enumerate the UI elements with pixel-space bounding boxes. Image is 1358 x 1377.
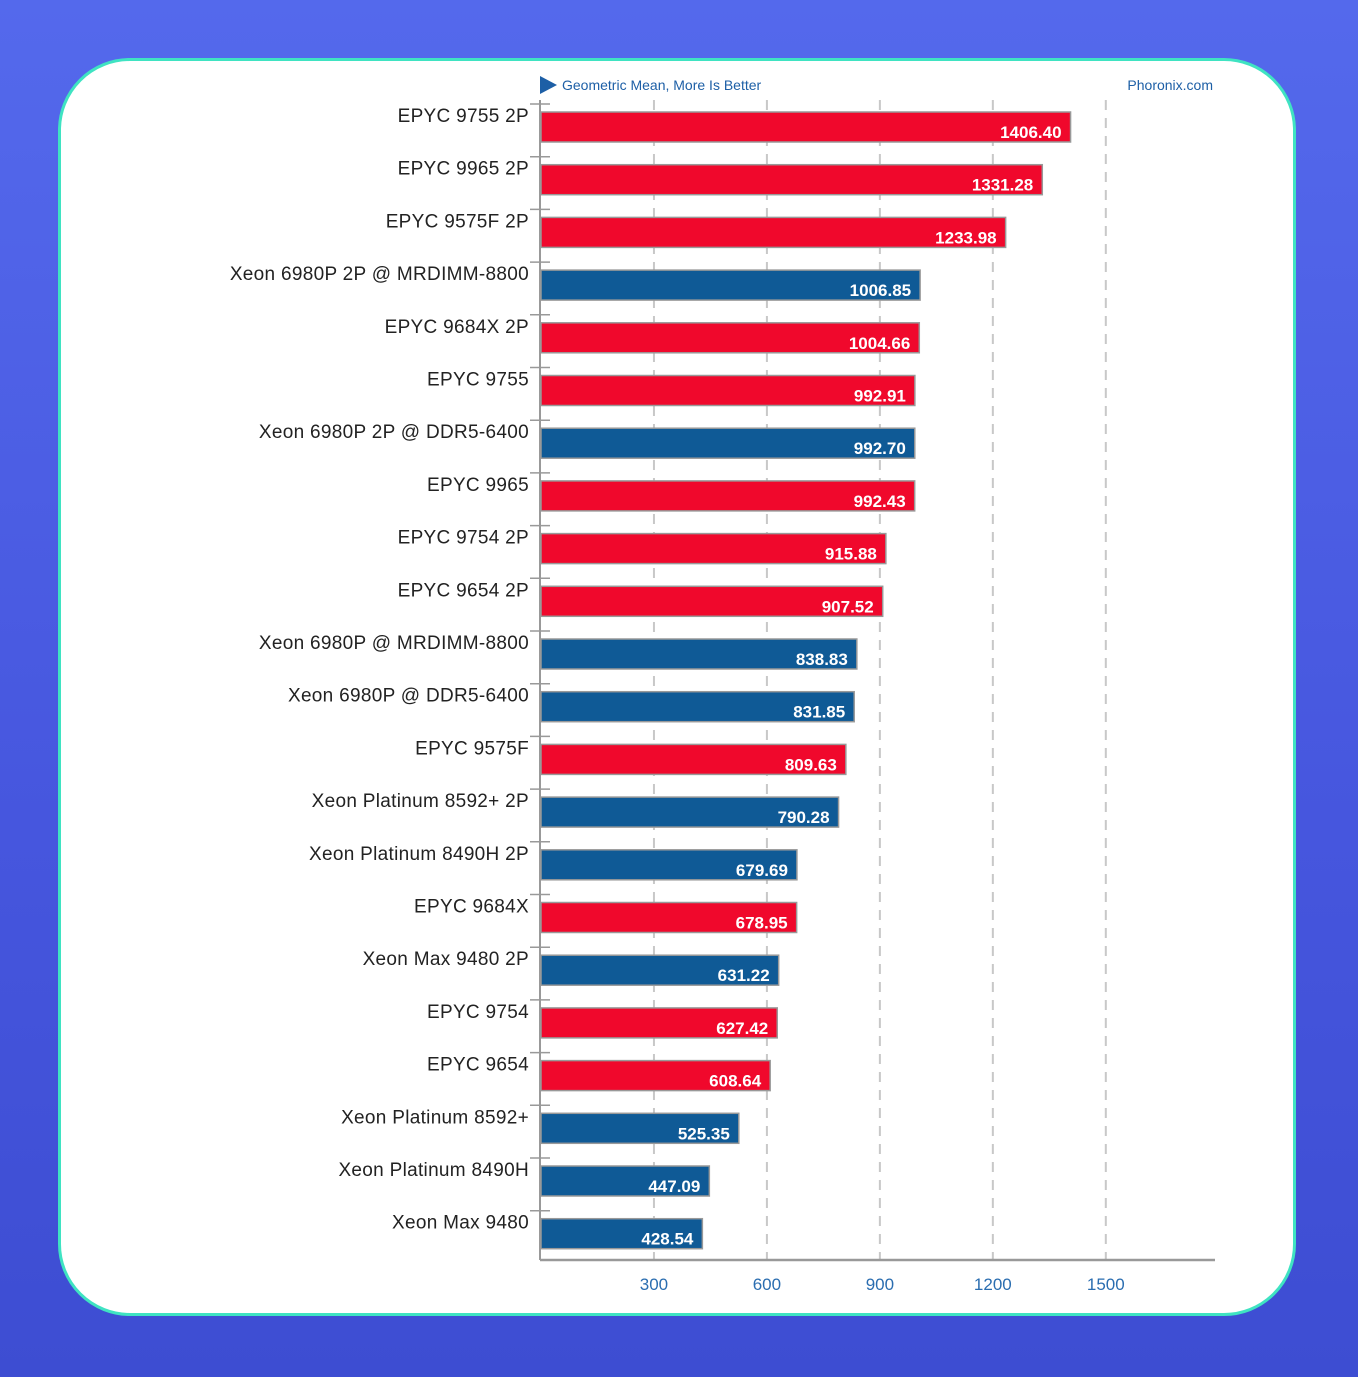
bar-value-label: 915.88 — [825, 545, 877, 564]
x-tick-label: 1500 — [1087, 1275, 1125, 1294]
bar — [540, 374, 916, 407]
bar — [540, 269, 921, 301]
bar-value-label: 907.52 — [822, 597, 874, 616]
play-triangle-icon — [540, 76, 557, 94]
category-label: EPYC 9654 — [427, 1055, 529, 1076]
bar-value-label: 809.63 — [785, 755, 837, 774]
category-label: EPYC 9755 — [427, 370, 529, 391]
bar-value-label: 992.43 — [854, 492, 906, 511]
category-label: Xeon Platinum 8592+ 2P — [312, 791, 529, 812]
category-label: EPYC 9684X 2P — [385, 317, 529, 338]
bar-value-label: 838.83 — [796, 650, 848, 669]
category-label: Xeon Platinum 8490H — [338, 1160, 529, 1181]
category-label: Xeon 6980P @ MRDIMM-8800 — [259, 633, 529, 654]
bar-value-label: 992.70 — [854, 439, 906, 458]
category-label: EPYC 9575F — [415, 738, 529, 759]
bar — [540, 427, 916, 459]
category-label: EPYC 9684X — [414, 897, 529, 918]
category-label: Xeon 6980P 2P @ DDR5-6400 — [259, 422, 529, 443]
chart-subtitle: Geometric Mean, More Is Better — [562, 77, 762, 93]
bar-value-label: 992.91 — [854, 387, 906, 406]
bar — [540, 111, 1072, 143]
bar-value-label: 1406.40 — [1000, 123, 1061, 142]
watermark: Phoronix.com — [1127, 77, 1213, 93]
bar-value-label: 447.09 — [648, 1177, 700, 1196]
bar — [540, 849, 798, 881]
bar — [540, 585, 884, 618]
category-label: EPYC 9654 2P — [398, 580, 529, 601]
bar-value-label: 679.69 — [736, 861, 788, 880]
category-label: EPYC 9965 2P — [398, 159, 529, 180]
x-tick-label: 1200 — [974, 1275, 1012, 1294]
bar-value-label: 678.95 — [736, 914, 788, 933]
bar-value-label: 627.42 — [716, 1019, 768, 1038]
category-label: Xeon Platinum 8490H 2P — [309, 844, 529, 865]
bar — [540, 216, 1007, 249]
bar-value-label: 1331.28 — [972, 176, 1033, 195]
category-label: Xeon 6980P @ DDR5-6400 — [288, 686, 529, 707]
bar-value-label: 1006.85 — [850, 281, 911, 300]
x-tick-label: 900 — [866, 1275, 894, 1294]
category-label: Xeon Platinum 8592+ — [341, 1107, 529, 1128]
bar — [540, 163, 1044, 196]
x-tick-label: 300 — [640, 1275, 668, 1294]
category-label: Xeon Max 9480 — [392, 1213, 529, 1234]
bar-value-label: 790.28 — [778, 808, 830, 827]
chart-card — [58, 58, 1296, 1316]
bar-value-label: 1004.66 — [849, 334, 910, 353]
bar — [540, 322, 921, 354]
bar-value-label: 525.35 — [678, 1124, 730, 1143]
bar — [540, 532, 887, 565]
category-label: EPYC 9755 2P — [398, 106, 529, 127]
category-label: Xeon Max 9480 2P — [363, 949, 529, 970]
bar-value-label: 631.22 — [718, 966, 770, 985]
category-label: EPYC 9575F 2P — [386, 211, 529, 232]
category-label: EPYC 9754 2P — [398, 528, 529, 549]
bar-value-label: 1233.98 — [935, 228, 996, 247]
bar — [540, 796, 840, 828]
bar — [540, 480, 916, 512]
bar — [540, 638, 858, 670]
bar — [540, 1112, 740, 1145]
bar-value-label: 428.54 — [641, 1230, 694, 1249]
category-label: EPYC 9965 — [427, 475, 529, 496]
category-label: EPYC 9754 — [427, 1002, 529, 1023]
bar-value-label: 608.64 — [709, 1072, 762, 1091]
category-label: Xeon 6980P 2P @ MRDIMM-8800 — [230, 264, 529, 285]
bar-value-label: 831.85 — [793, 703, 845, 722]
bar — [540, 1165, 711, 1197]
x-tick-label: 600 — [753, 1275, 781, 1294]
